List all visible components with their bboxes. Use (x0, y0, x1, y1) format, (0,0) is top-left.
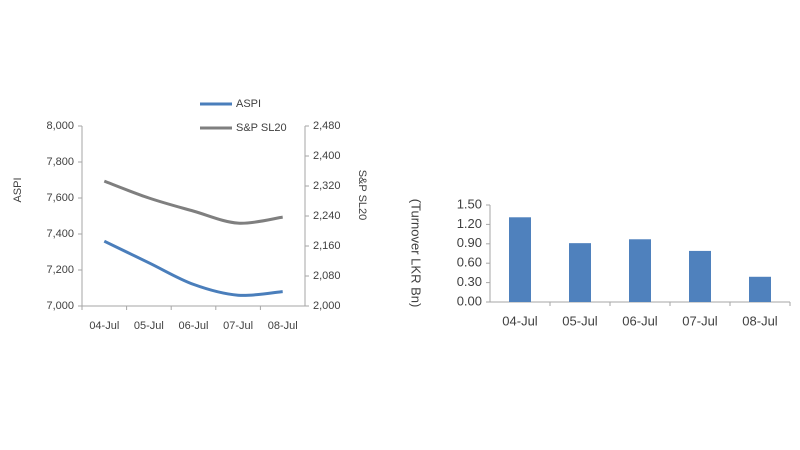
y-tick-label: 7,200 (46, 264, 74, 276)
x-tick-label: 05-Jul (562, 313, 598, 328)
line-series (103, 179, 283, 225)
x-tick-label: 06-Jul (179, 320, 209, 332)
y-tick-label: 7,600 (46, 192, 74, 204)
y2-tick-label: 2,480 (313, 120, 341, 132)
y-tick-label: 0.90 (457, 235, 482, 250)
y-tick-label: 0.30 (457, 274, 482, 289)
y-tick-label: 7,000 (46, 300, 74, 312)
y2-tick-label: 2,240 (313, 210, 341, 222)
bar (749, 276, 771, 302)
y2-axis-label: S&P SL20 (356, 170, 368, 221)
x-tick-label: 06-Jul (622, 313, 658, 328)
x-tick-label: 08-Jul (742, 313, 778, 328)
y-tick-label: 0.00 (457, 293, 482, 308)
bar (629, 239, 651, 302)
y2-tick-label: 2,160 (313, 240, 341, 252)
x-tick-label: 07-Jul (223, 320, 253, 332)
bar (569, 243, 591, 302)
y-tick-label: 0.60 (457, 255, 482, 270)
y2-tick-label: 2,400 (313, 150, 341, 162)
x-tick-label: 04-Jul (89, 320, 119, 332)
y-axis-label: (Turnover LKR Bn) (409, 199, 424, 308)
y-tick-label: 7,800 (46, 156, 74, 168)
bar (509, 217, 531, 302)
x-tick-label: 04-Jul (502, 313, 538, 328)
x-tick-label: 08-Jul (268, 320, 298, 332)
y-tick-label: 7,400 (46, 228, 74, 240)
legend-label: ASPI (236, 98, 261, 110)
y-tick-label: 1.20 (457, 216, 482, 231)
x-tick-label: 07-Jul (682, 313, 718, 328)
y2-tick-label: 2,000 (313, 300, 341, 312)
x-tick-label: 05-Jul (134, 320, 164, 332)
line-series (103, 239, 283, 297)
y-tick-label: 1.50 (457, 196, 482, 211)
y2-tick-label: 2,320 (313, 180, 341, 192)
bar (689, 250, 711, 302)
y-tick-label: 8,000 (46, 120, 74, 132)
y-axis-label: ASPI (12, 177, 24, 202)
y2-tick-label: 2,080 (313, 270, 341, 282)
legend-label: S&P SL20 (236, 122, 287, 134)
